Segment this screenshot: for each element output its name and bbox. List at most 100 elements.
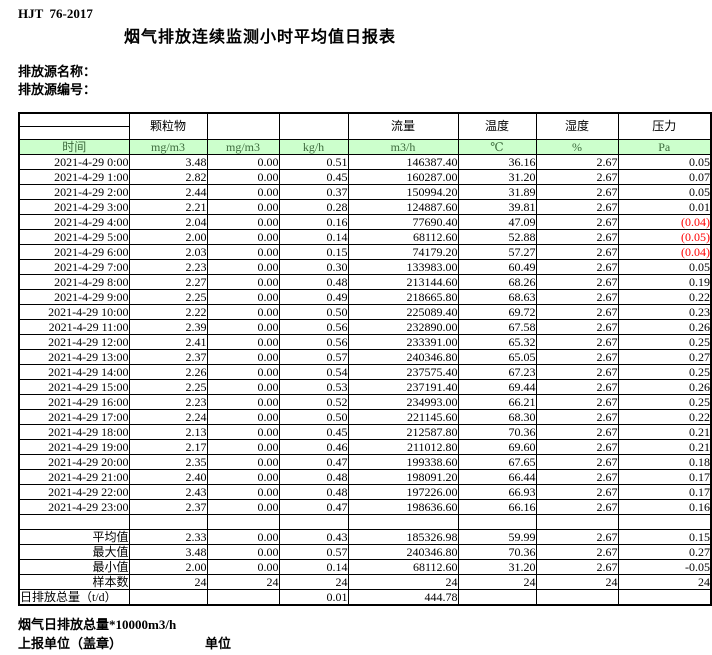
value-cell: 24 (347, 574, 459, 590)
value-cell: 0.23 (617, 304, 712, 320)
table-row: 2021-4-29 11:00 2.39 0.00 0.56 232890.00 67.5… (18, 319, 712, 335)
col-header-time: 时间 (18, 139, 130, 155)
value-cell: 2.67 (535, 424, 619, 440)
value-cell: 2.67 (535, 304, 619, 320)
report-table: 颗粒物 流量 温度 湿度 压力 时间 mg/m3 mg/m3 kg/h m3/h… (18, 112, 712, 606)
value-cell: 0.00 (206, 154, 280, 170)
value-cell: 3.48 (128, 544, 208, 560)
summary-label-cell: 日排放总量（t/d） (18, 589, 130, 606)
value-cell: 0.01 (617, 199, 712, 215)
value-cell: 0.45 (278, 424, 349, 440)
value-cell: 77690.40 (347, 214, 459, 230)
footer-signature-line: 上报单位（盖章） 单位 (18, 633, 418, 652)
table-row: 2021-4-29 23:00 2.37 0.00 0.47 198636.60 66.1… (18, 499, 712, 515)
time-cell: 2021-4-29 13:00 (18, 349, 130, 365)
value-cell: 0.26 (617, 319, 712, 335)
value-cell (535, 589, 619, 606)
value-cell: 0.56 (278, 334, 349, 350)
value-cell: 2.40 (128, 469, 208, 485)
value-cell: 225089.40 (347, 304, 459, 320)
value-cell: 221145.60 (347, 409, 459, 425)
value-cell: 24 (278, 574, 349, 590)
time-cell: 2021-4-29 5:00 (18, 229, 130, 245)
value-cell: 0.57 (278, 349, 349, 365)
value-cell: 52.88 (457, 229, 537, 245)
value-cell: 24 (457, 574, 537, 590)
value-cell: 0.57 (278, 544, 349, 560)
standard-number: HJT 76-2017 (18, 6, 93, 21)
value-cell: 65.05 (457, 349, 537, 365)
value-cell: 0.43 (278, 529, 349, 545)
value-cell: 68112.60 (347, 229, 459, 245)
value-cell: 2.67 (535, 484, 619, 500)
value-cell: 211012.80 (347, 439, 459, 455)
value-cell: 66.16 (457, 499, 537, 515)
value-cell: 0.37 (278, 184, 349, 200)
value-cell: 0.00 (206, 364, 280, 380)
unit-header-row: 时间 mg/m3 mg/m3 kg/h m3/h ℃ % Pa (18, 139, 712, 155)
value-cell: 70.36 (457, 424, 537, 440)
col-group-temperature: 温度 (457, 112, 537, 140)
time-cell: 2021-4-29 6:00 (18, 244, 130, 260)
value-cell: 0.00 (206, 379, 280, 395)
col-header-kgh: kg/h (278, 139, 349, 155)
time-cell: 2021-4-29 15:00 (18, 379, 130, 395)
value-cell: (0.04) (617, 244, 712, 260)
value-cell: 0.00 (206, 349, 280, 365)
value-cell: 2.44 (128, 184, 208, 200)
col-group-blank-2 (278, 112, 349, 140)
value-cell: 2.26 (128, 364, 208, 380)
value-cell: 0.51 (278, 154, 349, 170)
value-cell: 74179.20 (347, 244, 459, 260)
value-cell: 24 (128, 574, 208, 590)
time-cell: 2021-4-29 0:00 (18, 154, 130, 170)
value-cell: 0.21 (617, 439, 712, 455)
col-header-pa: Pa (617, 139, 712, 155)
value-cell: 0.00 (206, 499, 280, 515)
col-header-percent: % (535, 139, 619, 155)
col-group-flow: 流量 (347, 112, 459, 140)
value-cell: 2.13 (128, 424, 208, 440)
value-cell: 0.00 (206, 184, 280, 200)
spacer-row (18, 514, 712, 530)
value-cell: 0.48 (278, 484, 349, 500)
value-cell: 2.67 (535, 544, 619, 560)
source-id-label: 排放源编号： (18, 82, 97, 97)
value-cell: 2.67 (535, 274, 619, 290)
time-cell: 2021-4-29 19:00 (18, 439, 130, 455)
table-row: 2021-4-29 7:00 2.23 0.00 0.30 133983.00 60.49… (18, 259, 712, 275)
value-cell: 0.45 (278, 169, 349, 185)
value-cell: 0.22 (617, 289, 712, 305)
header-section: 颗粒物 流量 温度 湿度 压力 时间 mg/m3 mg/m3 kg/h m3/h… (18, 112, 712, 155)
value-cell: 0.00 (206, 424, 280, 440)
value-cell: 60.49 (457, 259, 537, 275)
time-cell: 2021-4-29 3:00 (18, 199, 130, 215)
time-cell: 2021-4-29 9:00 (18, 289, 130, 305)
table-row: 2021-4-29 15:00 2.25 0.00 0.53 237191.40 69.4… (18, 379, 712, 395)
value-cell: 2.67 (535, 394, 619, 410)
value-cell: 198636.60 (347, 499, 459, 515)
summary-row: 样本数 24 24 24 24 24 24 24 (18, 574, 712, 590)
value-cell: 0.56 (278, 319, 349, 335)
value-cell: 39.81 (457, 199, 537, 215)
value-cell: 237191.40 (347, 379, 459, 395)
value-cell: 2.67 (535, 349, 619, 365)
summary-label-cell: 最大值 (18, 544, 130, 560)
value-cell: 57.27 (457, 244, 537, 260)
table-row: 2021-4-29 18:00 2.13 0.00 0.45 212587.80 70.3… (18, 424, 712, 440)
value-cell: 0.00 (206, 289, 280, 305)
col-group-blank-1 (206, 112, 280, 140)
value-cell: 0.00 (206, 544, 280, 560)
value-cell: 2.67 (535, 184, 619, 200)
spacer-cell (617, 514, 712, 530)
value-cell: 0.30 (278, 259, 349, 275)
table-row: 2021-4-29 10:00 2.22 0.00 0.50 225089.40 69.7… (18, 304, 712, 320)
value-cell: 218665.80 (347, 289, 459, 305)
table-row: 2021-4-29 6:00 2.03 0.00 0.15 74179.20 57.27 2… (18, 244, 712, 260)
value-cell: 185326.98 (347, 529, 459, 545)
value-cell: 444.78 (347, 589, 459, 606)
value-cell: 2.67 (535, 289, 619, 305)
value-cell: 3.48 (128, 154, 208, 170)
value-cell: 2.67 (535, 319, 619, 335)
value-cell: 0.50 (278, 409, 349, 425)
